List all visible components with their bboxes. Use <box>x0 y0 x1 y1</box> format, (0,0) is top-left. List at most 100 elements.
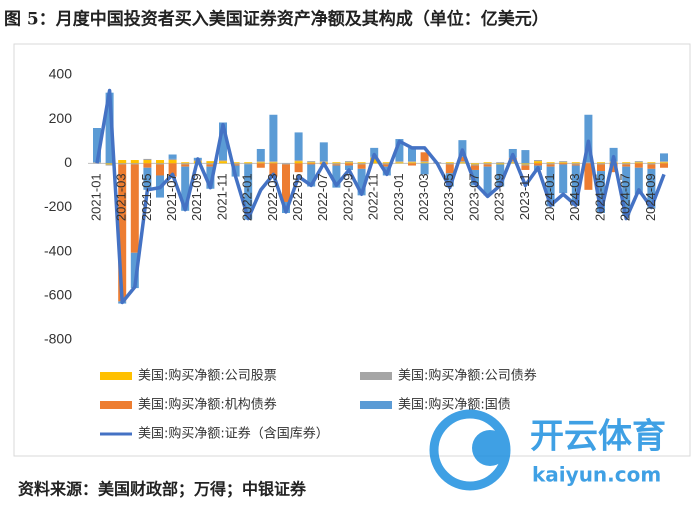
x-tick-label: 2023-07 <box>466 173 481 221</box>
bar <box>496 164 505 187</box>
bar <box>660 161 668 163</box>
bar <box>408 161 416 163</box>
bar <box>219 161 227 164</box>
legend-swatch <box>360 372 392 380</box>
bar <box>534 161 542 164</box>
bar <box>357 164 366 169</box>
bar <box>168 158 177 161</box>
bar <box>156 164 164 176</box>
bar <box>181 162 190 164</box>
bar <box>634 167 643 195</box>
x-tick-label: 2022-07 <box>315 173 330 221</box>
bar <box>647 168 656 209</box>
x-tick-label: 2021-05 <box>139 173 154 221</box>
bar <box>483 162 492 164</box>
bar <box>445 162 454 164</box>
watermark-logo: 开云体育 kaiyun.com <box>429 409 666 491</box>
bar <box>93 128 101 163</box>
bar <box>546 162 555 164</box>
legend-label: 美国:购买净额:国债 <box>398 397 511 413</box>
bar <box>130 252 139 289</box>
bar <box>471 165 479 170</box>
bar <box>458 162 467 164</box>
x-tick-label: 2021-09 <box>189 173 204 221</box>
chart-frame <box>13 43 691 457</box>
bar <box>231 163 240 165</box>
x-tick-label: 2024-05 <box>592 173 607 221</box>
bar <box>294 161 303 164</box>
bar <box>118 164 127 302</box>
bar <box>496 162 505 164</box>
bar <box>130 163 139 165</box>
bar <box>622 164 631 167</box>
bar <box>508 162 517 164</box>
bar <box>244 163 253 165</box>
bar <box>118 160 127 164</box>
bar <box>231 164 240 166</box>
x-tick-label: 2022-05 <box>290 173 305 221</box>
legend-label: 美国:购买净额:机构债券 <box>138 397 277 413</box>
bar <box>634 161 643 163</box>
bar <box>332 165 341 188</box>
bar <box>571 162 580 164</box>
bar <box>282 163 290 165</box>
bar <box>496 163 505 165</box>
bar <box>105 163 114 165</box>
legend-label: 美国:购买净额:证券（含国库券） <box>138 426 329 442</box>
bar <box>382 162 391 164</box>
bar <box>370 157 379 164</box>
chart-title: 图 5：月度中国投资者买入美国证券资产净额及其构成（单位：亿美元） <box>4 9 549 30</box>
bar <box>256 161 265 163</box>
bar <box>332 164 341 166</box>
bar <box>609 163 618 173</box>
bar <box>269 162 278 164</box>
bar <box>571 164 580 166</box>
bar <box>597 162 605 164</box>
y-tick-label: 200 <box>49 110 73 126</box>
line-series <box>95 88 666 305</box>
bar <box>534 163 542 166</box>
bar <box>521 163 530 165</box>
bar <box>269 163 278 177</box>
bar <box>445 173 454 187</box>
x-tick-label: 2023-09 <box>492 173 507 221</box>
bar <box>546 164 555 167</box>
bar <box>130 160 139 164</box>
bar <box>307 162 316 164</box>
watermark-url: kaiyun.com <box>532 463 661 487</box>
bar <box>219 122 227 161</box>
y-tick-label: -600 <box>44 287 72 303</box>
bar <box>357 168 366 196</box>
bar <box>395 139 404 162</box>
legend-swatch <box>100 372 132 380</box>
bar <box>181 163 190 165</box>
bar <box>559 162 568 164</box>
bar <box>622 162 631 164</box>
x-tick-label: 2023-03 <box>416 173 431 221</box>
x-tick-label: 2021-03 <box>114 173 129 221</box>
x-tick-label: 2023-11 <box>517 173 532 220</box>
y-tick-label: -200 <box>44 198 72 214</box>
x-tick-label: 2022-09 <box>340 173 355 221</box>
bar <box>634 163 643 168</box>
bar <box>508 157 517 162</box>
bar <box>546 163 555 165</box>
bar <box>408 163 416 166</box>
source-note: 资料来源：美国财政部；万得；中银证券 <box>18 480 307 499</box>
bar <box>647 163 656 165</box>
x-tick-label: 2022-11 <box>366 173 381 220</box>
bar <box>143 160 152 164</box>
bar <box>420 163 429 175</box>
bar <box>660 163 668 168</box>
x-tick-label: 2024-01 <box>542 173 557 221</box>
x-tick-label: 2024-09 <box>643 173 658 221</box>
bar <box>420 152 429 162</box>
bar <box>622 166 631 216</box>
bar <box>382 164 391 167</box>
bar <box>319 142 328 162</box>
bar <box>143 158 152 161</box>
bar <box>294 163 303 173</box>
bar <box>332 162 341 164</box>
bar <box>571 163 580 165</box>
bar <box>105 164 114 166</box>
